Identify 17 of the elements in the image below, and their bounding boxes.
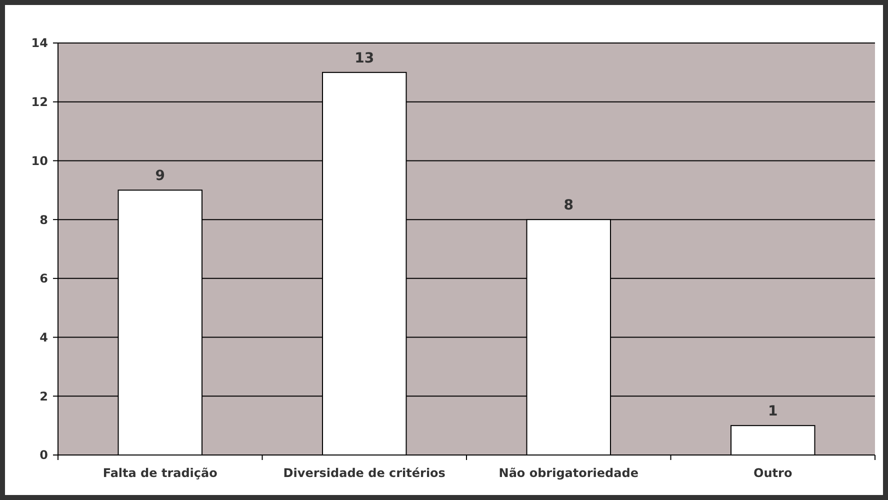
y-tick-label: 10 <box>31 154 48 168</box>
y-tick-label: 4 <box>40 330 48 344</box>
data-label: 13 <box>354 50 374 66</box>
y-tick-label: 6 <box>40 272 48 286</box>
y-tick-label: 8 <box>40 212 48 227</box>
y-tick-label: 2 <box>40 389 48 404</box>
x-tick-label: Falta de tradição <box>102 466 218 480</box>
data-label: 1 <box>768 404 778 420</box>
bar <box>730 425 816 456</box>
y-tick-label: 12 <box>31 95 48 110</box>
y-tick-label: 0 <box>40 448 48 462</box>
y-tick-label: 14 <box>31 36 48 50</box>
x-tick-label: Diversidade de critérios <box>283 466 446 480</box>
data-label: 8 <box>564 198 574 214</box>
x-tick-label: Outro <box>754 466 792 480</box>
x-tick-label: Não obrigatoriedade <box>498 466 638 480</box>
data-label: 9 <box>155 168 165 184</box>
